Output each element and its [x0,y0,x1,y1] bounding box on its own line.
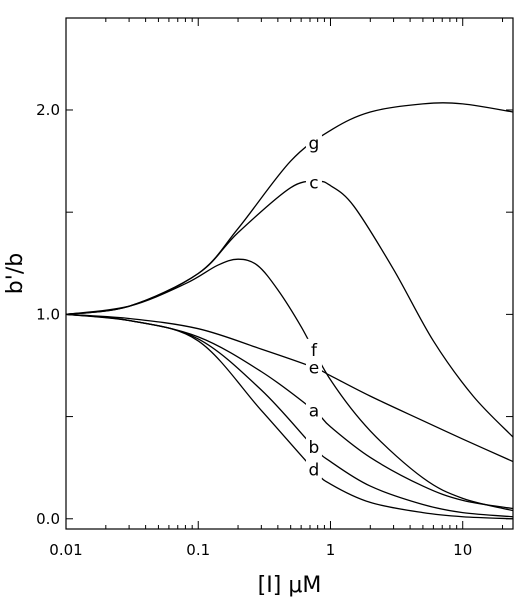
curve-b [65,313,514,518]
curve-label-a: a [309,401,319,421]
curve-f [65,258,514,512]
y-axis-title: b'/b [3,253,28,294]
x-tick-label: 1 [326,541,336,559]
curves: gc fe abd [65,102,514,520]
curve-g [65,102,514,316]
y-tick-label: 2.0 [36,101,60,119]
curve-label-g: g [309,134,320,154]
curve-label-mask [305,458,322,479]
y-tick-label: 1.0 [36,305,60,323]
curve-label-mask [305,356,322,377]
curve-d [65,313,514,520]
x-axis-ticks: 0.01 0.1 1 10 [49,18,504,559]
x-axis-title: [I] μM [258,573,322,598]
y-tick-label: 0.0 [36,510,60,528]
curve-label-mask [305,399,322,420]
curve-label-e: e [309,359,319,379]
curve-e [65,313,514,463]
plot-frame [65,17,514,530]
x-tick-label: 10 [453,541,472,559]
curve-label-d: d [309,461,320,481]
curve-label-b: b [309,438,320,458]
curve-label-mask [305,171,322,192]
y-axis-ticks: 0.0 1.0 2.0 [36,101,513,528]
curve-a [65,313,514,510]
plot-border [65,17,514,530]
curve-label-mask [305,338,322,359]
curve-label-mask [305,132,322,153]
x-tick-label: 0.1 [186,541,210,559]
curve-label-f: f [311,341,318,361]
curve-c [65,180,514,438]
x-tick-label: 0.01 [49,541,82,559]
curve-label-c: c [309,173,318,193]
curve-label-mask [305,436,322,457]
